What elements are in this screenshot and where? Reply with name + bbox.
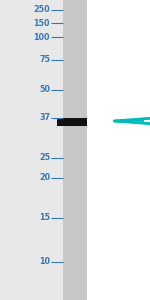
Text: 20: 20: [39, 173, 50, 182]
Text: 150: 150: [33, 19, 50, 28]
Text: 100: 100: [33, 32, 50, 41]
Text: 75: 75: [39, 56, 50, 64]
Text: 10: 10: [39, 257, 50, 266]
Text: 25: 25: [39, 154, 50, 163]
Bar: [57, 118, 87, 126]
Bar: [63, 0, 87, 300]
Text: 50: 50: [39, 85, 50, 94]
Text: 250: 250: [33, 5, 50, 14]
Text: 15: 15: [39, 214, 50, 223]
Text: 37: 37: [39, 113, 50, 122]
Bar: [87, 0, 150, 300]
